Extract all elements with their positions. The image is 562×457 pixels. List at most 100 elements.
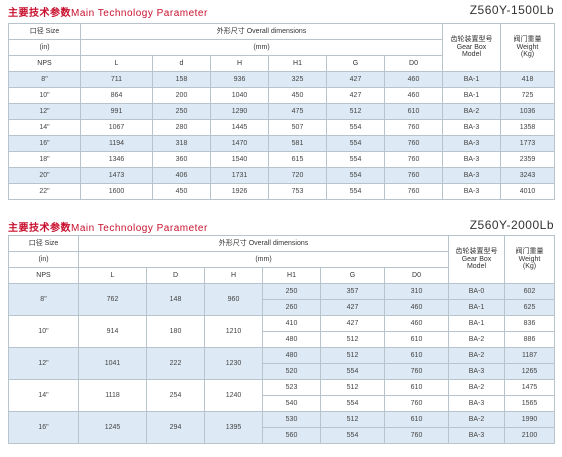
table-cell: 1990 xyxy=(504,411,555,428)
header-dims-unit: (mm) xyxy=(78,251,449,268)
table-cell: 294 xyxy=(146,411,205,444)
header-weight-line: 阀门重量 xyxy=(515,247,544,255)
table-cell: 554 xyxy=(320,395,385,412)
title-en: Main Technology Parameter xyxy=(71,8,208,19)
table-cell: 254 xyxy=(146,379,205,412)
table-cell: BA-2 xyxy=(448,331,505,348)
table-cell: 1540 xyxy=(210,151,269,168)
table-cell: 602 xyxy=(504,283,555,300)
table-cell: 753 xyxy=(268,183,327,200)
cell-nps: 22" xyxy=(8,183,81,200)
table-cell: 554 xyxy=(326,167,385,184)
table-cell: 4010 xyxy=(500,183,555,200)
header-weight-line: 阀门重量 xyxy=(513,35,542,43)
header-nps: NPS xyxy=(8,55,81,72)
table-cell: 1041 xyxy=(78,347,147,380)
table-cell: BA-3 xyxy=(448,363,505,380)
table-cell: 1445 xyxy=(210,119,269,136)
table-row: 20" 1473 406 1731 720 554 760 BA-3 3243 xyxy=(8,167,555,184)
table-cell: 520 xyxy=(262,363,321,380)
table-cell: 960 xyxy=(204,283,263,316)
table-cell: BA-3 xyxy=(442,151,501,168)
section-title-row: 主要技术参数Main Technology Parameter Z560Y-15… xyxy=(0,0,562,19)
table-cell: 475 xyxy=(268,103,327,120)
table-cell: 760 xyxy=(384,119,443,136)
table-cell: 325 xyxy=(268,71,327,88)
header-row: 口径 Size 外形尺寸 Overall dimensions 齿轮装置型号 Gear… xyxy=(8,23,555,72)
table-cell: BA-1 xyxy=(448,315,505,332)
table-row: 10" 914 180 1210 410 427 460 BA-1 836 xyxy=(8,315,555,348)
table-row: 22" 1600 450 1926 753 554 760 BA-3 4010 xyxy=(8,183,555,200)
cell-nps: 16" xyxy=(8,411,79,444)
table-cell: 1194 xyxy=(80,135,153,152)
table-cell: 200 xyxy=(152,87,211,104)
table-row: 14" 1067 280 1445 507 554 760 BA-3 1358 xyxy=(8,119,555,136)
header-gearbox-line: 齿轮装置型号 xyxy=(455,247,498,255)
table-cell: 914 xyxy=(78,315,147,348)
table-cell: 720 xyxy=(268,167,327,184)
cell-nps: 8" xyxy=(8,71,81,88)
table-cell: 760 xyxy=(384,135,443,152)
header-gearbox: 齿轮装置型号 Gear Box Model xyxy=(448,235,505,284)
title-en: Main Technology Parameter xyxy=(71,223,208,234)
table-cell: 1036 xyxy=(500,103,555,120)
table-cell: 760 xyxy=(384,363,449,380)
table-row: 12" 991 250 1290 475 512 610 BA-2 1036 xyxy=(8,103,555,120)
header-size: 口径 Size xyxy=(8,235,79,252)
table-cell: 762 xyxy=(78,283,147,316)
title-cn: 主要技术参数 xyxy=(8,8,71,19)
table-cell: BA-2 xyxy=(442,103,501,120)
table-cell: BA-3 xyxy=(448,427,505,444)
header-gearbox-line: Model xyxy=(461,51,482,59)
table-cell: 318 xyxy=(152,135,211,152)
table-cell: BA-1 xyxy=(442,87,501,104)
header-col-h: H xyxy=(204,267,263,284)
table-row: 16" 1194 318 1470 581 554 760 BA-3 1773 xyxy=(8,135,555,152)
table-cell: 1290 xyxy=(210,103,269,120)
header-dims-unit: (mm) xyxy=(80,39,443,56)
table-cell: 864 xyxy=(80,87,153,104)
table-cell: 1600 xyxy=(80,183,153,200)
table-cell: 460 xyxy=(384,315,449,332)
table-cell: BA-2 xyxy=(448,411,505,428)
table-cell: 1118 xyxy=(78,379,147,412)
cell-nps: 14" xyxy=(8,119,81,136)
table-row: 18" 1346 360 1540 615 554 760 BA-3 2359 xyxy=(8,151,555,168)
table-cell: 1473 xyxy=(80,167,153,184)
header-weight: 阀门重量 Weight (Kg) xyxy=(504,235,555,284)
table-cell: 836 xyxy=(504,315,555,332)
cell-nps: 16" xyxy=(8,135,81,152)
table-cell: 760 xyxy=(384,167,443,184)
table-cell: 1731 xyxy=(210,167,269,184)
table-cell: 512 xyxy=(320,331,385,348)
table-cell: 1565 xyxy=(504,395,555,412)
table-row: 260 427 460 BA-1 625 xyxy=(9,299,555,316)
table-cell: 1475 xyxy=(504,379,555,396)
table-cell: 418 xyxy=(500,71,555,88)
table-cell: 1245 xyxy=(78,411,147,444)
header-col-d0: D0 xyxy=(384,55,443,72)
table-cell: 512 xyxy=(320,379,385,396)
table-cell: 760 xyxy=(384,427,449,444)
table-cell: 610 xyxy=(384,347,449,364)
table-cell: 460 xyxy=(384,87,443,104)
header-weight-line: Weight xyxy=(518,255,541,263)
cell-nps: 10" xyxy=(8,87,81,104)
table-cell: BA-3 xyxy=(442,183,501,200)
title-cn: 主要技术参数 xyxy=(8,223,71,234)
table-cell: 222 xyxy=(146,347,205,380)
table-cell: 725 xyxy=(500,87,555,104)
table-cell: 2100 xyxy=(504,427,555,444)
header-col-d0: D0 xyxy=(384,267,449,284)
table-cell: 554 xyxy=(320,427,385,444)
header-row: 口径 Size 外形尺寸 Overall dimensions 齿轮装置型号 Gear… xyxy=(8,235,555,284)
header-col-d: d xyxy=(152,55,211,72)
header-gearbox: 齿轮装置型号 Gear Box Model xyxy=(442,23,501,72)
table-cell: BA-1 xyxy=(442,71,501,88)
table-cell: 530 xyxy=(262,411,321,428)
table-cell: 554 xyxy=(326,183,385,200)
table-cell: 357 xyxy=(320,283,385,300)
table-cell: 554 xyxy=(320,363,385,380)
table-cell: 148 xyxy=(146,283,205,316)
table-row: 8" 762 148 960 250 357 310 BA-0 602 xyxy=(8,283,555,316)
